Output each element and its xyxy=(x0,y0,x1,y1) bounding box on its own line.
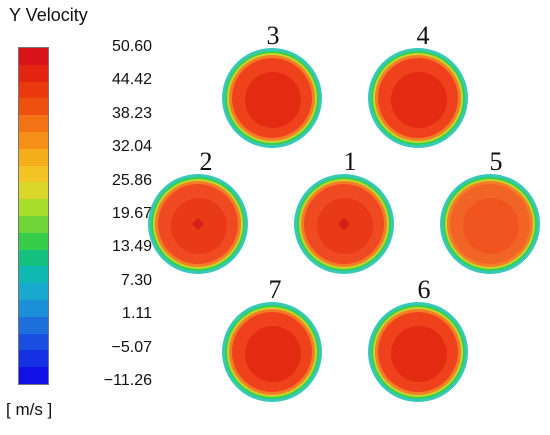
colorbar-band xyxy=(19,165,48,183)
colorbar-band xyxy=(19,148,48,166)
colorbar-band xyxy=(19,215,48,233)
contour-peak xyxy=(338,218,350,230)
legend-units: [ m/s ] xyxy=(6,400,53,419)
contour-disk-2 xyxy=(148,174,248,274)
legend-title: Y Velocity xyxy=(9,5,88,25)
colorbar-tick-label: 32.04 xyxy=(111,138,152,156)
colorbar-tick-label: 1.11 xyxy=(122,305,152,323)
colorbar-band xyxy=(19,131,48,149)
colorbar-band xyxy=(19,316,48,334)
contour-peak xyxy=(192,218,204,230)
colorbar xyxy=(18,47,49,385)
colorbar-band xyxy=(19,199,48,216)
colorbar-band xyxy=(19,283,48,300)
colorbar-band xyxy=(19,367,48,384)
colorbar-band xyxy=(19,350,48,368)
disk-label-1: 1 xyxy=(344,147,357,176)
disk-label-4: 4 xyxy=(417,21,430,50)
colorbar-band xyxy=(19,299,48,317)
colorbar-band xyxy=(19,64,48,82)
colorbar-band xyxy=(19,48,48,65)
colorbar-band xyxy=(19,81,48,99)
disk-label-2: 2 xyxy=(200,147,213,176)
disk-label-6: 6 xyxy=(418,275,431,304)
contour-disk-7 xyxy=(222,302,322,402)
contour-disk-6 xyxy=(368,302,468,402)
colorbar-tick-label: 25.86 xyxy=(111,171,152,189)
colorbar-tick-label: 19.67 xyxy=(111,205,152,222)
colorbar-band xyxy=(19,182,48,200)
disk-label-7: 7 xyxy=(269,275,282,304)
colorbar-tick-label: 38.23 xyxy=(111,104,152,122)
colorbar-band xyxy=(19,333,48,351)
colorbar-tick-label: −5.07 xyxy=(111,338,152,356)
contour-disk-1 xyxy=(294,174,394,274)
colorbar-band xyxy=(19,249,48,267)
contour-core xyxy=(391,326,447,382)
colorbar-band xyxy=(19,266,48,284)
colorbar-band xyxy=(19,232,48,250)
colorbar-tick-label: −11.26 xyxy=(103,372,152,389)
colorbar-band xyxy=(19,115,48,132)
contour-disk-4 xyxy=(368,48,468,148)
contour-core xyxy=(463,198,519,254)
colorbar-tick-label: 7.30 xyxy=(120,271,152,289)
disk-label-3: 3 xyxy=(267,21,280,50)
contour-core xyxy=(245,72,301,128)
contour-core xyxy=(245,326,301,382)
contour-disk-3 xyxy=(222,48,322,148)
contour-core xyxy=(391,72,447,128)
contour-disk-5 xyxy=(440,174,540,274)
colorbar-band xyxy=(19,98,48,116)
colorbar-tick-label: 13.49 xyxy=(111,238,152,256)
disk-label-5: 5 xyxy=(490,147,503,176)
colorbar-tick-label: 50.60 xyxy=(111,38,152,55)
colorbar-tick-label: 44.42 xyxy=(111,71,152,89)
